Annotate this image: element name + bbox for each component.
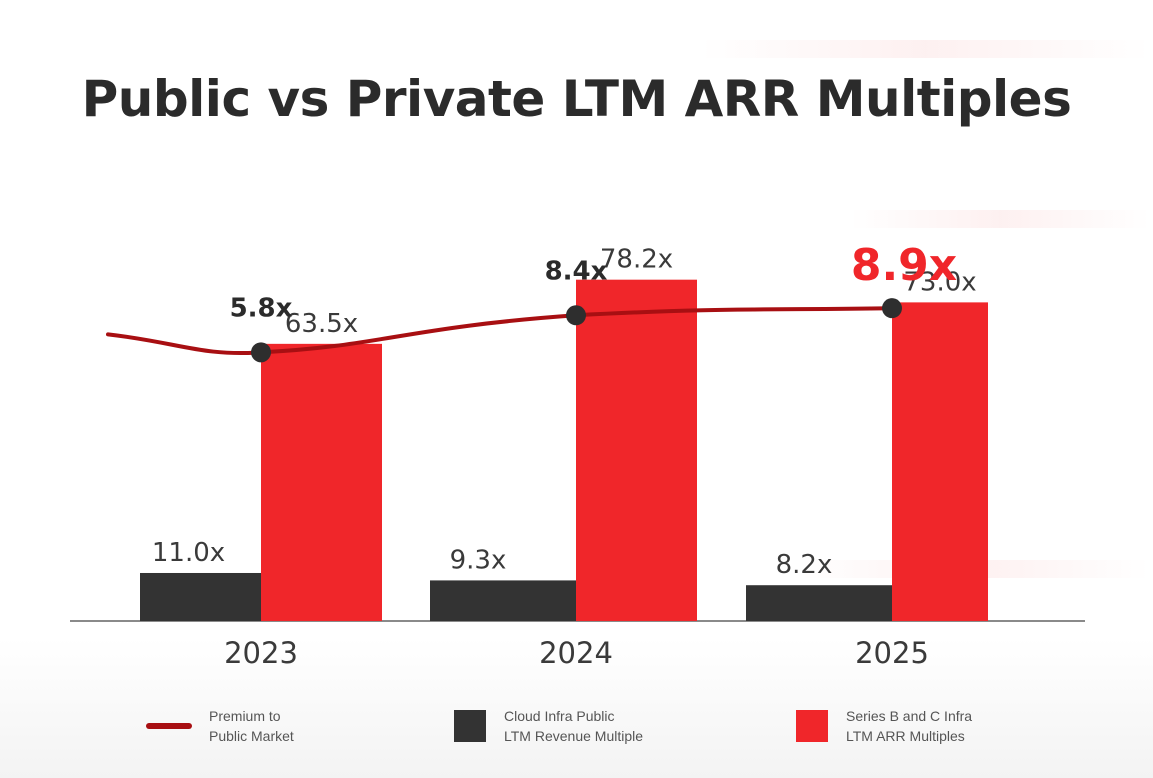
legend-swatch-private	[796, 710, 828, 742]
bar-public-2024	[430, 580, 576, 621]
background-streak	[850, 210, 1150, 228]
data-label-private-2025: 73.0x	[903, 267, 976, 297]
bar-private-2023	[261, 343, 382, 621]
x-tick-label-2025: 2025	[855, 636, 929, 670]
legend-label-public: Cloud Infra Public LTM Revenue Multiple	[504, 708, 644, 744]
data-label-public-2023: 11.0x	[152, 538, 225, 568]
legend-item-premium: Premium to Public Market	[146, 706, 346, 746]
x-tick-label-2024: 2024	[539, 636, 613, 670]
legend-item-private: Series B and C Infra LTM ARR Multiples	[796, 706, 1056, 746]
premium-point-2025	[882, 298, 902, 319]
legend-label-premium: Premium to Public Market	[209, 708, 294, 744]
bar-private-2024	[576, 279, 697, 621]
premium-label-2025: 8.9x	[851, 240, 957, 291]
background-streak	[700, 40, 1150, 58]
legend-label-private: Series B and C Infra LTM ARR Multiples	[846, 708, 973, 744]
data-label-public-2025: 8.2x	[776, 550, 833, 580]
bar-private-2025	[892, 302, 988, 621]
premium-label-2024: 8.4x	[545, 256, 608, 286]
premium-point-2024	[566, 305, 586, 326]
premium-line	[106, 306, 894, 356]
x-tick-label-2023: 2023	[224, 636, 298, 670]
chart-canvas: 11.0x 63.5x 2023 9.3x 78.2x 2024 8.2x 73.0x 2025…	[70, 240, 1085, 670]
premium-label-2023: 5.8x	[230, 293, 293, 323]
legend-swatch-line	[146, 723, 192, 729]
data-label-private-2023: 63.5x	[285, 309, 358, 339]
data-label-private-2024: 78.2x	[600, 245, 673, 275]
bar-public-2023	[140, 572, 261, 621]
chart-title: Public vs Private LTM ARR Multiples	[81, 70, 1072, 128]
legend-item-public: Cloud Infra Public LTM Revenue Multiple	[454, 706, 714, 746]
premium-point-2023	[251, 342, 271, 363]
data-label-public-2024: 9.3x	[450, 545, 507, 575]
legend-swatch-public	[454, 710, 486, 742]
bar-public-2025	[746, 585, 892, 621]
